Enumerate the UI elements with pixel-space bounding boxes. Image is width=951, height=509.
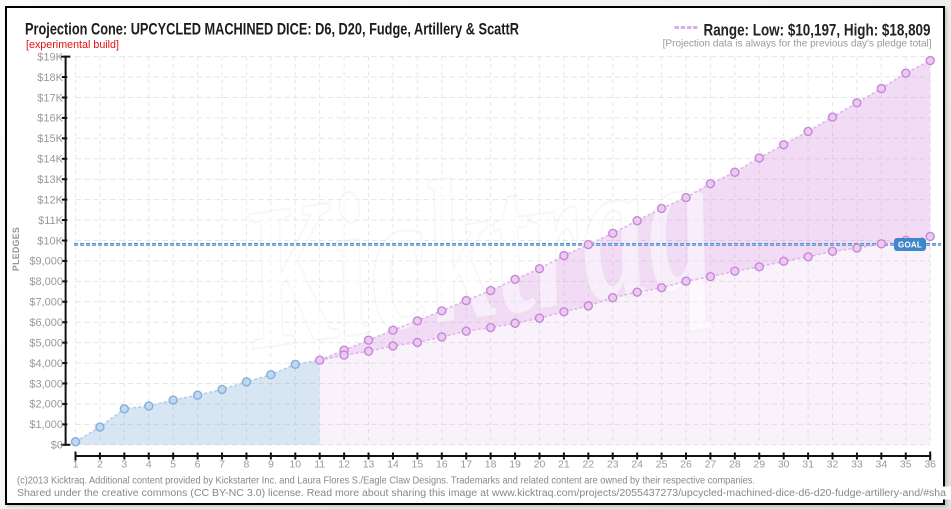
svg-text:13: 13 xyxy=(363,459,375,471)
svg-text:5: 5 xyxy=(170,459,176,471)
svg-text:9: 9 xyxy=(268,459,274,471)
svg-text:$16K: $16K xyxy=(37,113,63,125)
svg-text:$1,000: $1,000 xyxy=(29,419,63,431)
svg-text:$2,000: $2,000 xyxy=(29,399,63,411)
svg-text:30: 30 xyxy=(778,459,790,471)
svg-text:26: 26 xyxy=(680,459,692,471)
svg-text:20: 20 xyxy=(534,459,546,471)
svg-text:$15K: $15K xyxy=(37,133,63,145)
svg-text:18: 18 xyxy=(485,459,497,471)
svg-text:14: 14 xyxy=(387,459,399,471)
svg-text:11: 11 xyxy=(314,459,325,471)
svg-text:22: 22 xyxy=(582,459,594,471)
svg-text:$0: $0 xyxy=(51,440,63,452)
svg-text:$4,000: $4,000 xyxy=(29,358,63,370)
svg-text:[Projection data is always for: [Projection data is always for the previ… xyxy=(663,37,932,49)
svg-text:1: 1 xyxy=(73,459,79,471)
svg-text:6: 6 xyxy=(195,459,201,471)
svg-text:Projection Cone: UPCYCLED MACH: Projection Cone: UPCYCLED MACHINED DICE:… xyxy=(25,20,519,39)
svg-text:21: 21 xyxy=(558,459,570,471)
svg-text:33: 33 xyxy=(851,459,863,471)
svg-text:17: 17 xyxy=(460,459,472,471)
svg-text:[experimental build]: [experimental build] xyxy=(26,39,119,51)
svg-text:$13K: $13K xyxy=(37,174,63,186)
svg-text:16: 16 xyxy=(436,459,448,471)
svg-text:$8,000: $8,000 xyxy=(29,276,63,288)
svg-text:$6,000: $6,000 xyxy=(29,317,63,329)
svg-text:$14K: $14K xyxy=(37,154,63,166)
svg-text:3: 3 xyxy=(121,459,127,471)
svg-text:$3,000: $3,000 xyxy=(29,378,63,390)
svg-text:$7,000: $7,000 xyxy=(29,297,63,309)
svg-text:19: 19 xyxy=(509,459,521,471)
svg-text:24: 24 xyxy=(631,459,643,471)
svg-text:29: 29 xyxy=(753,459,765,471)
svg-text:12: 12 xyxy=(338,459,350,471)
svg-text:28: 28 xyxy=(729,459,741,471)
svg-text:(c)2013 Kicktraq. Additional c: (c)2013 Kicktraq. Additional content pro… xyxy=(17,476,755,487)
svg-text:25: 25 xyxy=(656,459,668,471)
svg-text:$12K: $12K xyxy=(37,194,63,206)
svg-text:$10K: $10K xyxy=(37,235,63,247)
svg-text:4: 4 xyxy=(146,459,152,471)
svg-text:32: 32 xyxy=(827,459,839,471)
svg-text:8: 8 xyxy=(244,459,250,471)
svg-text:PLEDGES: PLEDGES xyxy=(11,227,21,271)
svg-text:$9,000: $9,000 xyxy=(29,256,63,268)
svg-text:$18K: $18K xyxy=(37,72,63,84)
svg-text:23: 23 xyxy=(607,459,619,471)
svg-text:36: 36 xyxy=(924,459,936,471)
svg-text:7: 7 xyxy=(219,459,225,471)
svg-text:$17K: $17K xyxy=(37,92,63,104)
svg-text:$11K: $11K xyxy=(38,215,64,227)
svg-text:$5,000: $5,000 xyxy=(29,337,63,349)
svg-text:31: 31 xyxy=(802,459,814,471)
svg-text:2: 2 xyxy=(97,459,103,471)
svg-text:$19K: $19K xyxy=(37,51,63,63)
svg-text:Range: Low: $10,197, High: $18: Range: Low: $10,197, High: $18,809 xyxy=(704,20,931,39)
svg-text:GOAL: GOAL xyxy=(898,241,922,250)
svg-text:34: 34 xyxy=(876,459,888,471)
svg-text:35: 35 xyxy=(900,459,912,471)
svg-text:15: 15 xyxy=(412,459,424,471)
svg-text:10: 10 xyxy=(289,459,301,471)
svg-text:Shared under the creative comm: Shared under the creative commons (CC BY… xyxy=(17,488,946,499)
svg-text:27: 27 xyxy=(705,459,717,471)
